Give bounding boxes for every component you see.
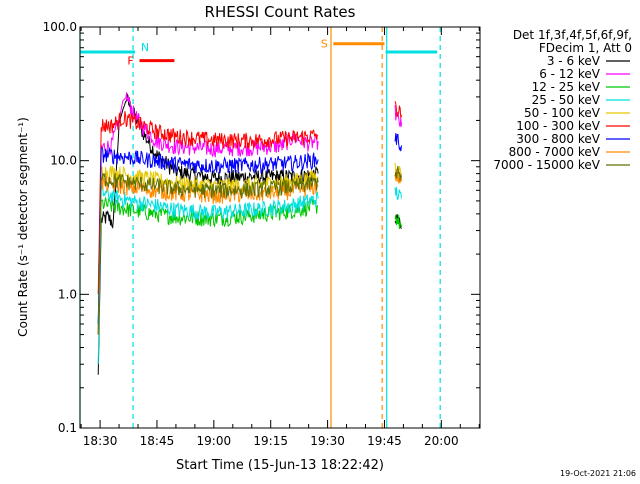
flag-s-label: S	[321, 38, 328, 51]
flag-n-label: N	[141, 41, 149, 54]
x-tick-label: 19:15	[253, 434, 288, 448]
series-line-7000-15000-kev	[97, 166, 402, 335]
legend-header-line: Det 1f,3f,4f,5f,6f,9f,	[513, 28, 632, 42]
series-line-6-12-kev	[97, 92, 402, 335]
legend-entry-label: 100 - 300 keV	[516, 119, 600, 133]
y-tick-label: 100.0	[43, 20, 77, 34]
legend-entry-label: 300 - 800 keV	[516, 132, 600, 146]
x-tick-label: 18:45	[140, 434, 175, 448]
y-tick-label: 10.0	[50, 154, 77, 168]
x-tick-label: 20:00	[424, 434, 459, 448]
x-axis-label: Start Time (15-Jun-13 18:22:42)	[176, 458, 384, 473]
state-flags: NF S	[80, 38, 438, 68]
y-tick-label: 1.0	[58, 287, 77, 301]
legend-entry-label: 12 - 25 keV	[532, 80, 601, 94]
legend: Det 1f,3f,4f,5f,6f,9f,FDecim 1, Att 03 -…	[493, 28, 632, 172]
plot-frame	[79, 26, 481, 429]
legend-entry-label: 6 - 12 keV	[539, 67, 601, 81]
x-tick-label: 19:30	[310, 434, 345, 448]
x-tick-label: 18:30	[83, 434, 118, 448]
series-line-100-300-kev	[97, 101, 402, 295]
series-line-800-7000-kev	[97, 169, 402, 335]
series-line-12-25-kev	[97, 197, 402, 325]
x-tick-label: 19:00	[197, 434, 232, 448]
axes: 18:30 18:45 19:00 19:15 19:30 19:45 20:00 0.1 1.…	[43, 20, 481, 448]
y-tick-label: 0.1	[58, 421, 77, 435]
x-tick-label: 19:45	[367, 434, 402, 448]
flag-f-label: F	[127, 55, 133, 68]
series-line-300-800-kev	[97, 132, 402, 325]
legend-entry-label: 3 - 6 keV	[547, 54, 601, 68]
legend-header-line: FDecim 1, Att 0	[539, 41, 632, 55]
footer-timestamp: 19-Oct-2021 21:06	[560, 469, 636, 478]
series-line-25-50-kev	[97, 184, 402, 365]
chart-title: RHESSI Count Rates	[205, 3, 356, 21]
series-lines	[97, 92, 402, 375]
legend-entry-label: 800 - 7000 keV	[509, 145, 601, 159]
legend-entry-label: 50 - 100 keV	[524, 106, 601, 120]
y-axis-label: Count Rate (s⁻¹ detector segment⁻¹)	[16, 117, 30, 337]
legend-entry-label: 25 - 50 keV	[532, 93, 601, 107]
legend-entry-label: 7000 - 15000 keV	[493, 158, 600, 172]
interval-lines	[79, 27, 441, 428]
